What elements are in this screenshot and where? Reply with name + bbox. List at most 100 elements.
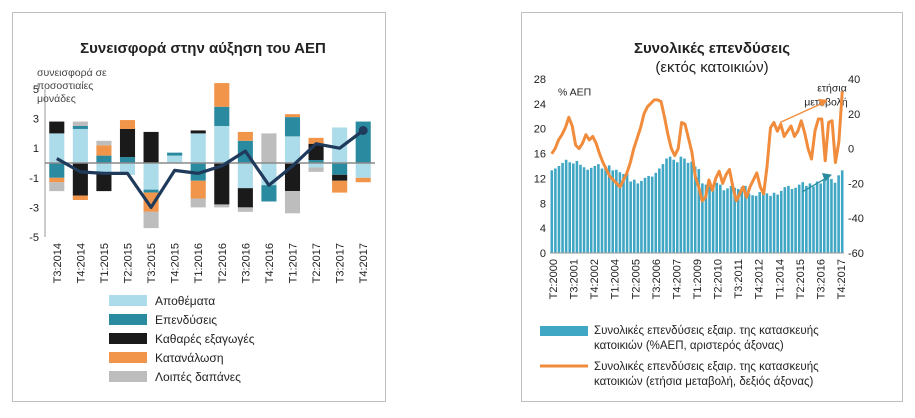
left-bar-3-1 (72, 195, 88, 200)
right-legend-label-line-line-1: κατοικιών (ετήσια μεταβολή, δεξιός άξονα… (594, 376, 814, 388)
left-bar-0-5 (167, 155, 183, 163)
left-bar-4-0 (49, 182, 65, 192)
right-right-axis-title-line-0: ετήσια (817, 83, 847, 95)
right-bar-66 (787, 185, 790, 253)
right-chart-title: Συνολικές επενδύσεις (εκτός κατοικιών) (562, 39, 862, 77)
right-chart-panel: Συνολικές επενδύσεις (εκτός κατοικιών) 0… (521, 12, 903, 402)
right-legend-label-bars-line-1: κατοικιών (%ΑΕΠ, αριστερός άξονας) (594, 340, 784, 352)
right-left-y-tick-label: 20 (534, 124, 546, 136)
right-bar-75 (819, 183, 822, 253)
right-bar-26 (643, 177, 647, 253)
left-title-text: Συνεισφορά στην αύξηση του ΑΕΠ (80, 40, 326, 57)
right-line-series (550, 91, 844, 203)
right-legend-swatch-bars (540, 326, 588, 336)
right-bar-57 (754, 195, 758, 253)
right-arrow-teal (801, 177, 827, 193)
left-y-axis-title-line-1: ποσοστιαίες (37, 80, 93, 92)
left-bar-4-1 (72, 121, 88, 126)
left-y-tick-label: -1 (29, 173, 39, 185)
right-chart-svg: 0 4 8 12 16 20 24 28 -60 -40 -20 0 20 40 % ΑΕΠ ετήσια με… (534, 74, 864, 388)
left-x-tick-label: T1:2016 (193, 243, 205, 283)
right-bar-31 (661, 164, 665, 253)
right-arrowhead-orange (818, 98, 828, 107)
left-legend-label-4: Λοιπές δαπάνες (155, 370, 241, 384)
left-y-tick-label: -5 (29, 232, 39, 244)
left-x-tick-label: T1:2015 (99, 243, 111, 283)
left-bar-1-12 (332, 163, 348, 175)
right-bar-55 (747, 193, 751, 253)
right-x-tick-label: T2:2010 (713, 259, 725, 299)
right-bar-68 (794, 187, 797, 253)
left-x-tick-label: T4:2014 (75, 243, 87, 283)
right-bar-18 (615, 169, 618, 253)
right-bar-74 (815, 181, 819, 253)
right-arrow-orange (779, 102, 823, 124)
left-x-tick-label: T3:2016 (240, 243, 252, 283)
right-bar-76 (822, 180, 826, 253)
right-x-tick-label: T2:2015 (795, 259, 807, 299)
right-bar-17 (611, 170, 615, 253)
right-left-y-tick-label: 4 (540, 223, 546, 235)
left-legend-swatch-4 (109, 371, 147, 382)
right-bar-46 (715, 182, 719, 253)
right-x-tick-label: T4:2002 (589, 259, 601, 299)
right-x-tick-label: T4:2017 (836, 259, 848, 299)
right-bar-3 (561, 162, 564, 253)
left-y-axis-title-line-2: μονάδες (37, 93, 76, 105)
left-x-tick-label: T4:2015 (170, 243, 182, 283)
right-right-y-tick-label: -40 (848, 213, 864, 225)
left-bar-1-0 (49, 163, 65, 178)
right-subtitle-text: (εκτός κατοικιών) (655, 59, 769, 76)
right-bar-45 (711, 185, 715, 253)
left-bar-3-7 (214, 83, 230, 107)
right-bar-14 (600, 168, 604, 253)
left-bar-3-10 (284, 114, 301, 118)
left-bar-4-8 (237, 207, 253, 212)
left-bar-2-8 (237, 188, 253, 208)
left-x-tick-label: T1:2017 (288, 243, 300, 283)
right-bar-0 (550, 170, 554, 253)
left-bar-1-10 (284, 117, 301, 137)
right-bar-1 (554, 168, 557, 253)
right-bar-79 (833, 182, 837, 253)
left-bar-1-4 (143, 189, 159, 193)
right-bar-30 (658, 168, 661, 253)
right-x-tick-label: T1:2014 (774, 259, 786, 299)
right-bar-73 (812, 186, 815, 253)
right-bar-65 (783, 187, 787, 253)
right-bar-80 (837, 175, 840, 253)
right-bar-34 (672, 159, 675, 253)
left-bar-0-1 (72, 128, 88, 163)
left-bar-1-5 (167, 152, 183, 156)
right-bar-64 (779, 190, 783, 253)
right-bar-37 (683, 158, 686, 253)
left-bar-3-4 (143, 192, 159, 212)
left-chart-panel: Συνεισφορά στην αύξηση του ΑΕΠ 5 3 1 -1 -3 -5… (12, 12, 386, 402)
right-title-text: Συνολικές επενδύσεις (633, 40, 791, 57)
right-x-tick-label: T3:2001 (569, 259, 581, 299)
left-bar-2-12 (332, 174, 348, 181)
left-legend-swatch-0 (109, 295, 147, 306)
right-legend-label-bars-line-0: Συνολικές επενδύσεις εξαιρ. της κατασκευ… (594, 325, 819, 337)
left-chart-svg: 5 3 1 -1 -3 -5 συνεισφορά σεποσοστιαίεςμονάδες… (29, 67, 375, 384)
right-bar-47 (719, 184, 722, 253)
left-bar-4-7 (214, 204, 230, 208)
right-bar-9 (582, 167, 586, 253)
left-bar-4-9 (261, 133, 277, 163)
left-x-tick-label: T3:2014 (52, 243, 64, 283)
left-bar-1-1 (72, 126, 88, 129)
left-gdp-line (55, 129, 365, 209)
right-bar-39 (690, 161, 693, 253)
right-right-y-tick-label: 40 (848, 74, 860, 86)
left-bar-3-13 (355, 177, 371, 183)
left-bar-0-7 (214, 126, 230, 163)
right-bar-43 (704, 184, 708, 253)
left-y-tick-label: -3 (29, 202, 39, 214)
right-bar-28 (650, 176, 654, 253)
left-bar-3-3 (119, 120, 136, 129)
right-bar-15 (604, 166, 607, 253)
right-bar-24 (636, 183, 640, 253)
left-x-tick-label: T2:2016 (217, 243, 229, 283)
right-x-tick-label: T4:2007 (671, 259, 683, 299)
left-bar-0-4 (143, 163, 159, 190)
